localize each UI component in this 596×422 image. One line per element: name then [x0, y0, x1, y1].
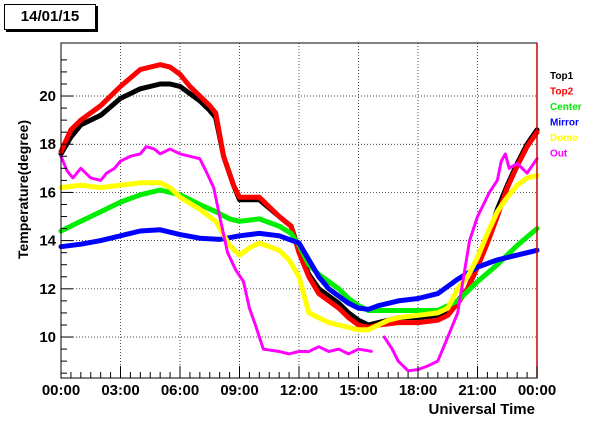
legend: Top1 Top2 Center Mirror Dome Out	[550, 71, 582, 160]
legend-entry-dome: Dome	[550, 133, 578, 144]
series-line-out	[59, 145, 539, 373]
legend-entry-mirror: Mirror	[550, 118, 579, 129]
x-tick-label: 00:00	[42, 382, 80, 399]
y-axis-label: Temperature(degree)	[15, 120, 31, 259]
y-tick-label: 18	[39, 136, 56, 153]
y-tick-label: 14	[39, 233, 56, 250]
y-tick-label: 12	[39, 281, 56, 298]
legend-entry-center: Center	[550, 102, 582, 113]
series-line-top2	[58, 62, 540, 330]
x-tick-label: 18:00	[399, 382, 437, 399]
x-tick-label: 09:00	[220, 382, 258, 399]
x-tick-label: 12:00	[280, 382, 318, 399]
series-line-dome	[58, 173, 540, 333]
y-tick-label: 20	[39, 88, 56, 105]
x-tick-label: 15:00	[339, 382, 377, 399]
legend-entry-out: Out	[550, 149, 568, 160]
legend-entry-top2: Top2	[550, 87, 574, 98]
series-lines	[58, 62, 540, 373]
legend-entry-top1: Top1	[550, 71, 574, 82]
y-tick-label: 16	[39, 184, 56, 201]
x-tick-label: 00:00	[518, 382, 556, 399]
x-tick-label: 03:00	[101, 382, 139, 399]
x-tick-label: 06:00	[161, 382, 199, 399]
chart-date-title: 14/01/15	[4, 4, 96, 30]
x-tick-label: 21:00	[458, 382, 496, 399]
series-line-mirror	[58, 227, 540, 312]
axis-tick-labels: 10 12 14 16 18 20 00:00 03:00 06:00 09:00 12:00 15:…	[39, 88, 556, 399]
x-axis-label: Universal Time	[429, 401, 535, 418]
y-tick-label: 10	[39, 329, 56, 346]
axis-ticks	[60, 59, 538, 378]
